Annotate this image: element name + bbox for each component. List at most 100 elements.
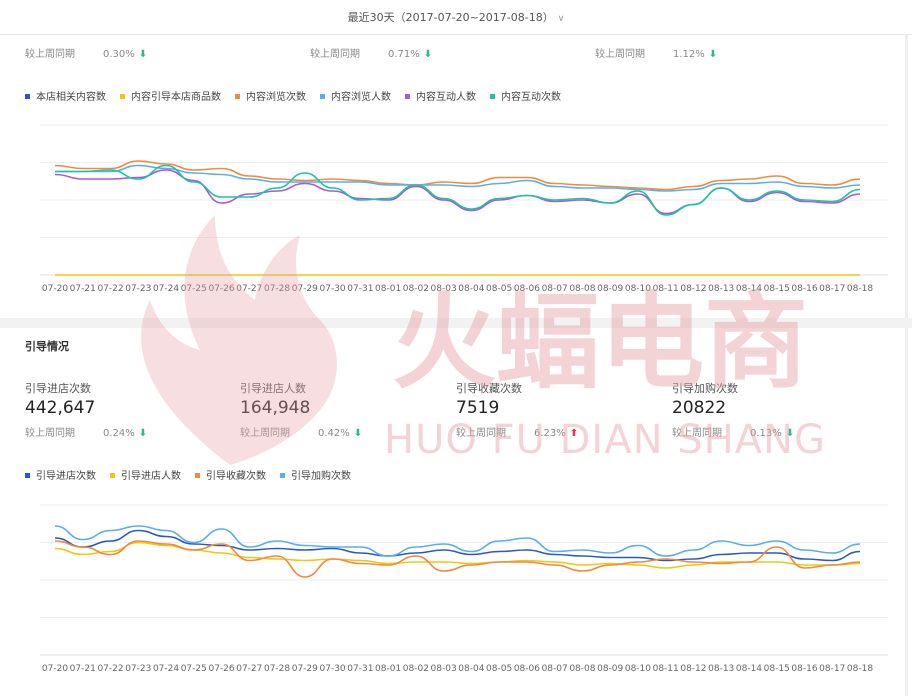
series-line[interactable] — [54, 164, 861, 192]
x-tick-label: 08-11 — [653, 284, 679, 294]
x-tick-label: 08-04 — [458, 664, 484, 674]
x-tick-label: 07-22 — [97, 664, 123, 674]
down-arrow-icon: ⬇ — [423, 49, 433, 60]
x-tick-label: 08-10 — [625, 284, 651, 294]
legend-swatch — [405, 93, 410, 99]
legend-label: 引导加购次数 — [291, 471, 351, 482]
down-arrow-icon: ⬇ — [785, 428, 795, 439]
metric-guide-cart-adds: 引导加购次数 20822 — [672, 380, 738, 418]
x-tick-label: 07-30 — [320, 664, 346, 674]
legend-swatch — [280, 472, 285, 478]
series-line[interactable] — [54, 540, 861, 578]
x-tick-label: 08-05 — [486, 664, 512, 674]
date-range-bar[interactable]: 最近30天（2017-07-20~2017-08-18） ∨ — [0, 0, 912, 35]
metric-value: 442,647 — [25, 398, 96, 418]
x-tick-label: 07-25 — [181, 284, 207, 294]
comparison-pct: 0.13% — [750, 428, 782, 439]
scroll-track[interactable] — [905, 34, 908, 696]
guide-chart-legend: 引导进店次数 引导进店人数 引导收藏次数 引导加购次数 — [25, 467, 365, 482]
x-tick-label: 08-17 — [819, 664, 845, 674]
guide-comparison-3: 较上周同期 6.23% ⬆ — [456, 424, 578, 439]
series-line[interactable] — [54, 164, 861, 216]
x-tick-label: 08-01 — [375, 664, 401, 674]
date-range-label: 最近30天（2017-07-20~2017-08-18） — [347, 11, 554, 24]
guide-comparison-1: 较上周同期 0.24% ⬇ — [25, 424, 147, 439]
x-tick-label: 08-18 — [847, 664, 873, 674]
legend-swatch — [490, 93, 495, 99]
legend-item[interactable]: 内容引导本店商品数 — [120, 88, 221, 103]
legend-item[interactable]: 内容浏览次数 — [235, 88, 306, 103]
comparison-label: 较上周同期 — [25, 428, 75, 439]
comparison-label: 较上周同期 — [456, 428, 506, 439]
comparison-pct: 0.42% — [318, 428, 350, 439]
comparison-label: 较上周同期 — [672, 428, 722, 439]
x-tick-label: 08-12 — [680, 284, 706, 294]
comparison-pct: 1.12% — [673, 49, 705, 60]
down-arrow-icon: ⬇ — [138, 428, 148, 439]
x-tick-label: 07-30 — [320, 284, 346, 294]
x-tick-label: 08-09 — [597, 284, 623, 294]
up-arrow-icon: ⬆ — [569, 428, 579, 439]
series-line[interactable] — [54, 525, 861, 557]
legend-swatch — [110, 472, 115, 478]
x-tick-label: 07-29 — [292, 664, 318, 674]
legend-swatch — [120, 93, 125, 99]
x-tick-label: 07-26 — [208, 284, 234, 294]
x-tick-label: 08-06 — [514, 664, 540, 674]
legend-item[interactable]: 引导进店人数 — [110, 467, 181, 482]
x-tick-label: 07-31 — [347, 664, 373, 674]
content-chart-legend: 本店相关内容数 内容引导本店商品数 内容浏览次数 内容浏览人数 内容互动人数 内容互动次数 — [25, 88, 575, 103]
x-tick-label: 08-07 — [542, 664, 568, 674]
x-tick-label: 08-03 — [431, 664, 457, 674]
series-line[interactable] — [54, 529, 861, 562]
metric-label: 引导进店人数 — [240, 382, 306, 395]
x-tick-label: 08-02 — [403, 664, 429, 674]
series-line[interactable] — [54, 541, 861, 569]
x-tick-label: 08-13 — [708, 664, 734, 674]
metric-value: 164,948 — [240, 398, 311, 418]
x-tick-label: 08-15 — [764, 664, 790, 674]
legend-label: 引导进店人数 — [121, 471, 181, 482]
x-tick-label: 07-28 — [264, 284, 290, 294]
legend-swatch — [25, 93, 30, 99]
guide-comparison-2: 较上周同期 0.42% ⬇ — [240, 424, 362, 439]
x-tick-label: 08-18 — [847, 284, 873, 294]
x-tick-label: 07-23 — [125, 664, 151, 674]
legend-swatch — [25, 472, 30, 478]
x-tick-label: 08-17 — [819, 284, 845, 294]
guide-comparison-4: 较上周同期 0.13% ⬇ — [672, 424, 794, 439]
date-range-selector[interactable]: 最近30天（2017-07-20~2017-08-18） ∨ — [0, 9, 912, 25]
metric-guide-visitors: 引导进店人数 164,948 — [240, 380, 310, 418]
legend-item[interactable]: 内容互动次数 — [490, 88, 561, 103]
legend-item[interactable]: 引导收藏次数 — [195, 467, 266, 482]
x-tick-label: 08-16 — [791, 284, 817, 294]
x-tick-label: 07-28 — [264, 664, 290, 674]
x-tick-label: 08-09 — [597, 664, 623, 674]
series-line[interactable] — [54, 169, 861, 215]
series-line[interactable] — [54, 160, 861, 191]
content-comparison-3: 较上周同期 1.12% ⬇ — [595, 45, 717, 60]
legend-item[interactable]: 内容互动人数 — [405, 88, 476, 103]
x-tick-label: 07-23 — [125, 284, 151, 294]
chevron-down-icon[interactable]: ∨ — [557, 14, 565, 24]
x-tick-label: 07-25 — [181, 664, 207, 674]
legend-item[interactable]: 引导进店次数 — [25, 467, 96, 482]
down-arrow-icon: ⬇ — [138, 49, 148, 60]
legend-label: 引导进店次数 — [36, 471, 96, 482]
x-tick-label: 08-10 — [625, 664, 651, 674]
legend-swatch — [320, 93, 325, 99]
legend-label: 内容浏览次数 — [246, 92, 306, 103]
x-tick-label: 07-20 — [42, 664, 68, 674]
comparison-pct: 0.24% — [103, 428, 135, 439]
comparison-pct: 0.30% — [103, 49, 135, 60]
legend-item[interactable]: 本店相关内容数 — [25, 88, 106, 103]
metric-label: 引导加购次数 — [672, 382, 738, 395]
legend-label: 引导收藏次数 — [206, 471, 266, 482]
x-tick-label: 08-08 — [569, 664, 595, 674]
content-comparison-2: 较上周同期 0.71% ⬇ — [310, 45, 432, 60]
legend-item[interactable]: 内容浏览人数 — [320, 88, 391, 103]
x-tick-label: 08-01 — [375, 284, 401, 294]
legend-label: 本店相关内容数 — [36, 92, 106, 103]
legend-item[interactable]: 引导加购次数 — [280, 467, 351, 482]
x-tick-label: 08-06 — [514, 284, 540, 294]
